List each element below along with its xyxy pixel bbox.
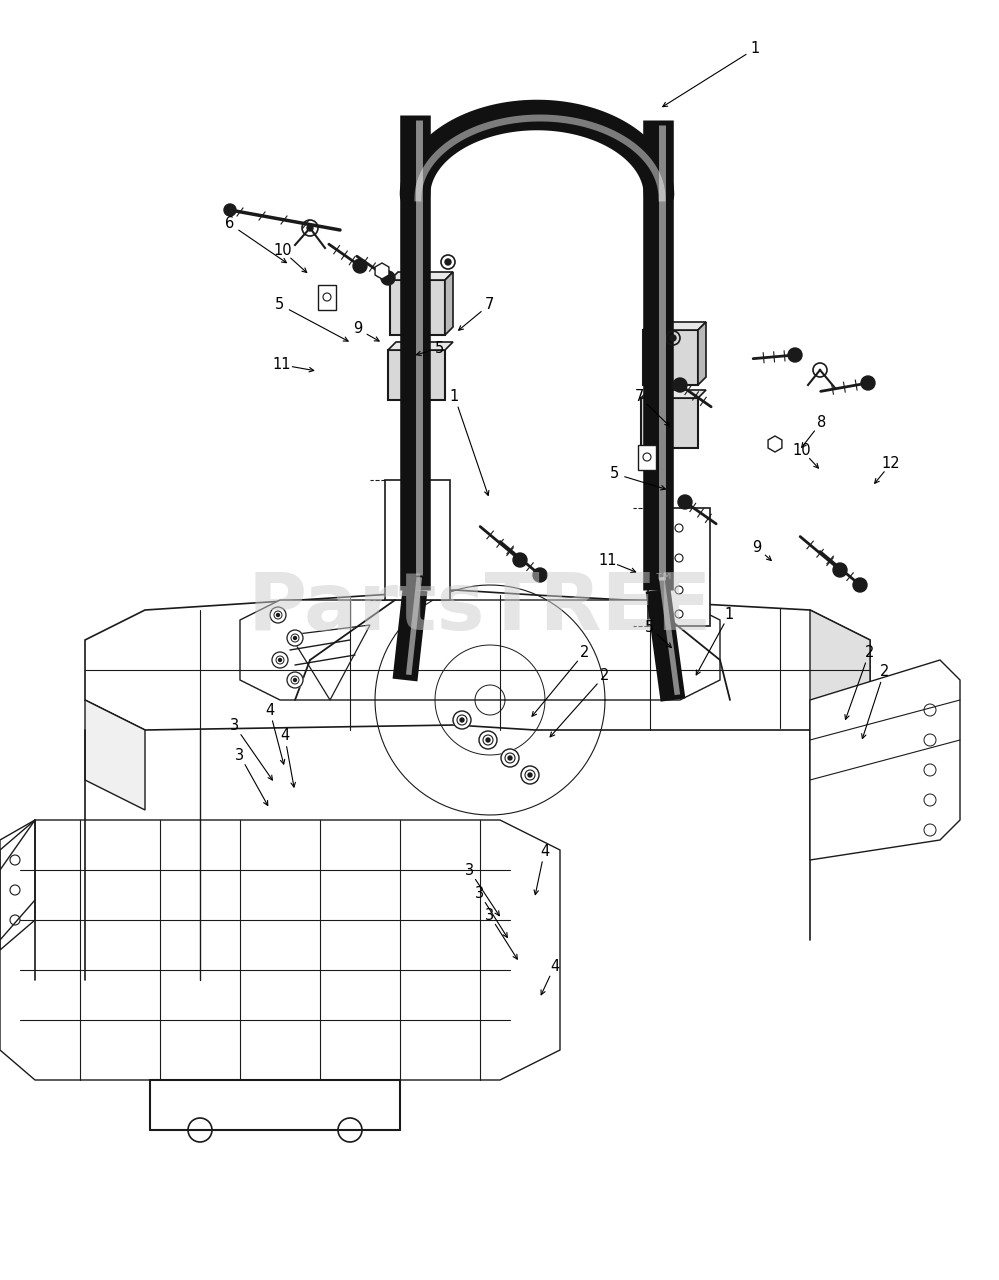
Text: 5: 5 (644, 620, 654, 635)
Circle shape (287, 630, 303, 646)
Text: 4: 4 (280, 728, 290, 744)
Circle shape (381, 271, 395, 285)
Circle shape (670, 335, 676, 340)
Circle shape (508, 756, 512, 760)
FancyBboxPatch shape (318, 285, 336, 310)
Circle shape (272, 652, 288, 668)
Polygon shape (641, 390, 706, 398)
Text: 12: 12 (882, 456, 900, 471)
Text: 3: 3 (465, 863, 475, 878)
Polygon shape (698, 323, 706, 385)
FancyBboxPatch shape (638, 445, 656, 470)
FancyBboxPatch shape (643, 330, 698, 385)
FancyBboxPatch shape (648, 508, 710, 626)
FancyBboxPatch shape (385, 480, 450, 600)
Text: 5: 5 (609, 466, 619, 481)
Circle shape (353, 259, 367, 273)
Text: 4: 4 (539, 844, 549, 859)
Circle shape (673, 378, 687, 392)
Circle shape (513, 553, 527, 567)
Circle shape (445, 259, 451, 265)
Text: 2: 2 (879, 664, 889, 680)
Text: 4: 4 (549, 959, 559, 974)
FancyBboxPatch shape (390, 280, 445, 335)
Text: 3: 3 (485, 908, 495, 923)
Text: 7: 7 (485, 297, 495, 312)
Circle shape (277, 613, 280, 617)
Polygon shape (445, 271, 453, 335)
Circle shape (453, 710, 471, 730)
Text: 7: 7 (634, 389, 644, 404)
Text: PartsTREE: PartsTREE (248, 570, 711, 646)
Polygon shape (85, 700, 145, 810)
Text: 8: 8 (816, 415, 826, 430)
Circle shape (678, 495, 692, 509)
Circle shape (479, 731, 497, 749)
Text: 6: 6 (225, 216, 235, 232)
Circle shape (460, 718, 464, 722)
Circle shape (279, 658, 282, 662)
Text: 3: 3 (475, 886, 485, 901)
Polygon shape (0, 820, 560, 1080)
Text: 1: 1 (750, 41, 760, 56)
Circle shape (307, 225, 313, 230)
Polygon shape (85, 590, 870, 730)
Circle shape (853, 579, 867, 591)
Circle shape (833, 563, 847, 577)
Text: 10: 10 (274, 243, 292, 259)
Text: 5: 5 (275, 297, 285, 312)
Polygon shape (810, 660, 960, 860)
Text: 3: 3 (235, 748, 245, 763)
Circle shape (270, 607, 286, 623)
Text: 2: 2 (599, 668, 609, 684)
Text: ™: ™ (653, 572, 675, 593)
Text: 4: 4 (265, 703, 275, 718)
Circle shape (521, 765, 539, 783)
Text: 2: 2 (864, 645, 874, 660)
Text: 10: 10 (793, 443, 811, 458)
Text: 2: 2 (579, 645, 589, 660)
Text: 5: 5 (435, 340, 445, 356)
Text: 11: 11 (273, 357, 291, 372)
Text: 1: 1 (450, 389, 460, 404)
Circle shape (224, 204, 236, 216)
Polygon shape (810, 611, 870, 780)
Text: 9: 9 (353, 321, 363, 337)
Circle shape (294, 636, 297, 640)
Polygon shape (390, 271, 453, 280)
Circle shape (501, 749, 519, 767)
FancyBboxPatch shape (388, 349, 445, 399)
Polygon shape (643, 323, 706, 330)
Polygon shape (388, 342, 453, 349)
Circle shape (528, 773, 532, 777)
Circle shape (533, 568, 547, 582)
Text: 9: 9 (752, 540, 762, 556)
Circle shape (294, 678, 297, 681)
Polygon shape (240, 600, 720, 700)
Text: 3: 3 (230, 718, 240, 733)
Circle shape (788, 348, 802, 362)
Circle shape (861, 376, 875, 390)
Circle shape (486, 739, 490, 742)
Text: 11: 11 (598, 553, 616, 568)
Circle shape (287, 672, 303, 689)
FancyBboxPatch shape (641, 398, 698, 448)
Text: 1: 1 (724, 607, 734, 622)
